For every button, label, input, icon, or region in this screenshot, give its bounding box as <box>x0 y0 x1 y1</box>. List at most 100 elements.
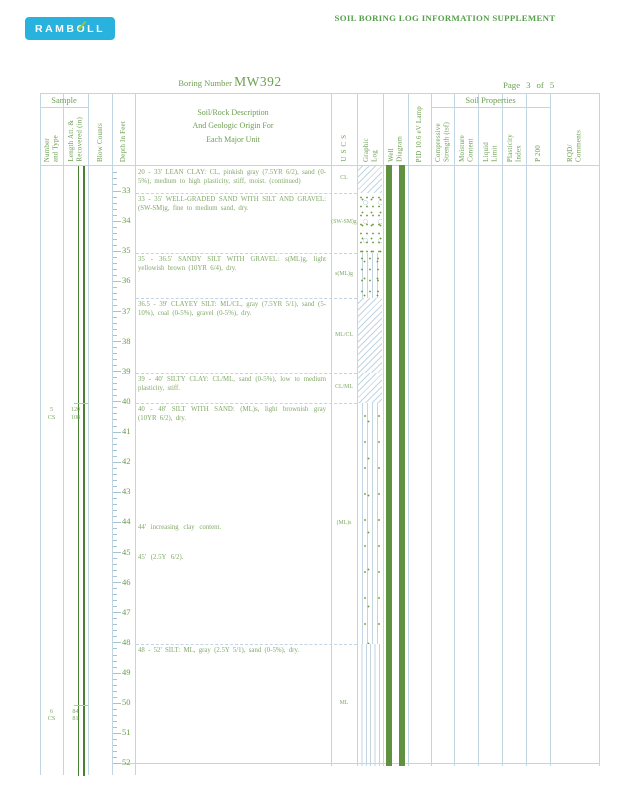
unit-boundary-line <box>135 297 357 299</box>
column-header-label: Moisture Content <box>457 135 475 162</box>
column-header-blow_counts: Blow Counts <box>88 93 112 165</box>
depth-minor-tick <box>112 413 117 415</box>
column-header-label: Compressive Strength (tsf) <box>434 122 451 162</box>
column-header-label: Well Diagram <box>387 136 404 162</box>
table-grid-vline <box>357 93 358 766</box>
logo-letters: LL <box>87 22 105 35</box>
depth-minor-tick <box>112 443 117 445</box>
sample-number: 6 <box>49 707 54 715</box>
depth-minor-tick <box>112 588 117 590</box>
depth-label: 34 <box>122 215 131 226</box>
column-header-number_type: Number and Type <box>40 107 63 165</box>
depth-minor-tick <box>112 636 117 638</box>
depth-major-tick <box>112 220 121 222</box>
table-grid-vline <box>63 93 64 775</box>
depth-label: 36 <box>122 275 131 286</box>
depth-label: 52 <box>122 757 131 768</box>
column-header-p200: P 200 <box>526 107 550 165</box>
depth-major-tick <box>112 552 121 554</box>
sample-column-line-right <box>83 166 85 776</box>
well-diagram-bar-left <box>385 165 393 766</box>
sample-number: 5 <box>49 406 54 414</box>
unit-description: 36.5 - 39' CLAYEY SILT: ML/CL, gray (7.5… <box>138 300 326 317</box>
table-grid-vline <box>431 93 432 766</box>
depth-label: 51 <box>122 727 131 738</box>
table-grid-vline <box>526 93 527 766</box>
depth-minor-tick <box>112 660 117 662</box>
table-grid-vline <box>502 93 503 766</box>
depth-minor-tick <box>112 473 117 475</box>
sample-interval-tick <box>74 704 88 706</box>
unit-boundary-line <box>135 373 357 375</box>
column-header-label: Number and Type <box>43 134 60 162</box>
depth-minor-tick <box>112 618 117 620</box>
depth-major-tick <box>112 612 121 614</box>
depth-minor-tick <box>112 178 117 180</box>
depth-minor-tick <box>112 274 117 276</box>
table-grid-vline <box>408 93 409 766</box>
sample-type: CS <box>47 714 56 722</box>
depth-minor-tick <box>112 347 117 349</box>
depth-label: 45 <box>122 546 131 557</box>
table-grid-vline <box>383 93 384 766</box>
depth-label: 44 <box>122 516 131 527</box>
depth-minor-tick <box>112 232 117 234</box>
graphic-log-diagonal <box>357 297 383 374</box>
depth-major-tick <box>112 642 121 644</box>
depth-major-tick <box>112 190 121 192</box>
uscs-label: ML/CL <box>335 331 353 338</box>
depth-minor-tick <box>112 726 117 728</box>
depth-major-tick <box>112 250 121 252</box>
unit-boundary-line <box>135 644 357 646</box>
unit-boundary-line <box>135 252 357 254</box>
depth-minor-tick <box>112 383 117 385</box>
depth-major-tick <box>112 762 121 764</box>
table-grid-hline <box>112 763 599 764</box>
depth-minor-tick <box>112 419 117 421</box>
depth-minor-tick <box>112 202 117 204</box>
depth-minor-tick <box>112 558 117 560</box>
depth-major-tick <box>112 732 121 734</box>
document-title: SOIL BORING LOG INFORMATION SUPPLEMENT <box>334 13 556 23</box>
sample-type: CS <box>47 413 56 421</box>
graphic-log-diagonal <box>357 373 383 404</box>
column-header-plasticity_index: Plasticity Index <box>502 107 526 165</box>
depth-minor-tick <box>112 467 117 469</box>
column-header-compressive_strength: Compressive Strength (tsf) <box>431 107 454 165</box>
depth-minor-tick <box>112 696 117 698</box>
graphic-log-speckle <box>357 192 383 253</box>
depth-minor-tick <box>112 244 117 246</box>
table-grid-hline <box>40 107 88 108</box>
depth-minor-tick <box>112 720 117 722</box>
depth-major-tick <box>112 582 121 584</box>
depth-minor-tick <box>112 286 117 288</box>
column-header-label: Graphic Log <box>361 138 379 162</box>
unit-note: 45' (2.5Y 6/2). <box>138 554 184 562</box>
column-header-label: Length Att. & Recovered (in) <box>67 117 84 162</box>
depth-minor-tick <box>112 196 117 198</box>
depth-minor-tick <box>112 533 117 535</box>
table-grid-vline <box>599 93 600 766</box>
depth-minor-tick <box>112 377 117 379</box>
depth-minor-tick <box>112 425 117 427</box>
depth-minor-tick <box>112 389 117 391</box>
depth-minor-tick <box>112 359 117 361</box>
depth-minor-tick <box>112 546 117 548</box>
table-grid-hline <box>40 93 599 94</box>
depth-minor-tick <box>112 756 117 758</box>
table-grid-vline <box>88 93 89 775</box>
depth-minor-tick <box>112 564 117 566</box>
depth-minor-tick <box>112 208 117 210</box>
depth-major-tick <box>112 401 121 403</box>
graphic-log-diagonal <box>357 165 383 193</box>
unit-description: 48 - 52' SILT: ML, gray (2.5Y 5/1), sand… <box>138 647 300 655</box>
depth-label: 38 <box>122 335 131 346</box>
depth-minor-tick <box>112 214 117 216</box>
depth-minor-tick <box>112 304 117 306</box>
depth-minor-tick <box>112 395 117 397</box>
table-grid-vline <box>331 93 332 766</box>
depth-minor-tick <box>112 455 117 457</box>
ramboll-logo: RAMBOLL <box>25 17 115 40</box>
